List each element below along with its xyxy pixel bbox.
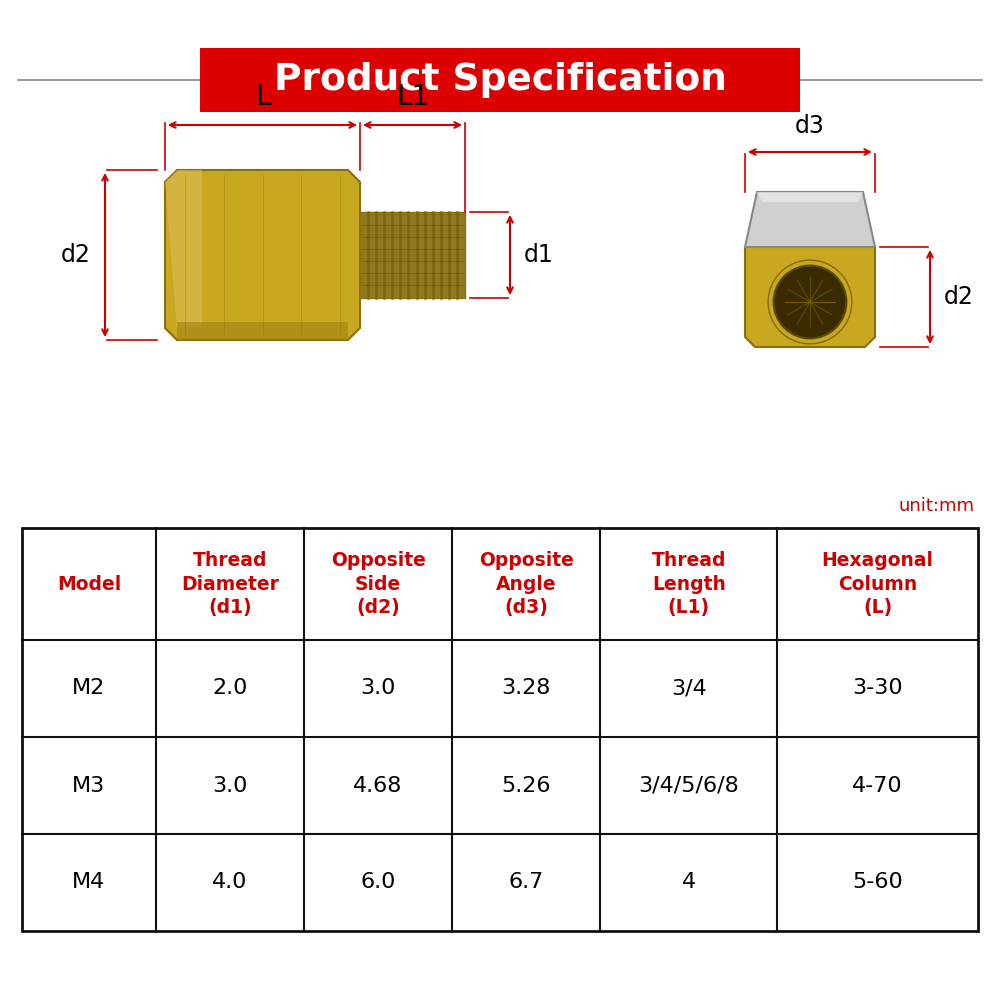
Text: M2: M2 (72, 678, 106, 698)
Bar (200, 48, 800, 112)
Polygon shape (165, 170, 202, 328)
Text: 3.28: 3.28 (502, 678, 551, 698)
Text: 2.0: 2.0 (212, 678, 248, 698)
Text: Hexagonal
Column
(L): Hexagonal Column (L) (822, 551, 934, 617)
Text: 5-60: 5-60 (852, 872, 903, 892)
Polygon shape (757, 192, 863, 202)
Text: Thread
Diameter
(d1): Thread Diameter (d1) (181, 551, 279, 617)
Text: d2: d2 (944, 285, 974, 309)
Text: 4: 4 (682, 872, 696, 892)
Text: 3-30: 3-30 (852, 678, 903, 698)
Text: 5.26: 5.26 (502, 776, 551, 796)
Bar (22, 528, 978, 931)
Text: 3.0: 3.0 (360, 678, 396, 698)
Polygon shape (177, 322, 348, 340)
Text: 6.0: 6.0 (360, 872, 396, 892)
Text: Model: Model (57, 574, 121, 593)
Text: L: L (255, 83, 270, 111)
Text: d1: d1 (524, 243, 554, 267)
Text: d2: d2 (61, 243, 91, 267)
Text: 6.7: 6.7 (509, 872, 544, 892)
Text: 4.0: 4.0 (212, 872, 248, 892)
Text: Opposite
Angle
(d3): Opposite Angle (d3) (479, 551, 574, 617)
Text: d3: d3 (795, 114, 825, 138)
Text: M3: M3 (72, 776, 106, 796)
Text: L1: L1 (396, 83, 429, 111)
Circle shape (774, 266, 846, 338)
Polygon shape (745, 192, 875, 247)
Polygon shape (165, 170, 360, 340)
Text: 3/4/5/6/8: 3/4/5/6/8 (638, 776, 739, 796)
Text: 3/4: 3/4 (671, 678, 707, 698)
Text: Thread
Length
(L1): Thread Length (L1) (652, 551, 726, 617)
Text: 3.0: 3.0 (212, 776, 248, 796)
Text: unit:mm: unit:mm (898, 497, 974, 515)
Text: 4.68: 4.68 (353, 776, 403, 796)
Polygon shape (745, 247, 875, 347)
Bar (360, 212, 465, 298)
Text: 4-70: 4-70 (852, 776, 903, 796)
Text: Opposite
Side
(d2): Opposite Side (d2) (331, 551, 426, 617)
Text: Product Specification: Product Specification (274, 62, 726, 98)
Text: M4: M4 (72, 872, 106, 892)
